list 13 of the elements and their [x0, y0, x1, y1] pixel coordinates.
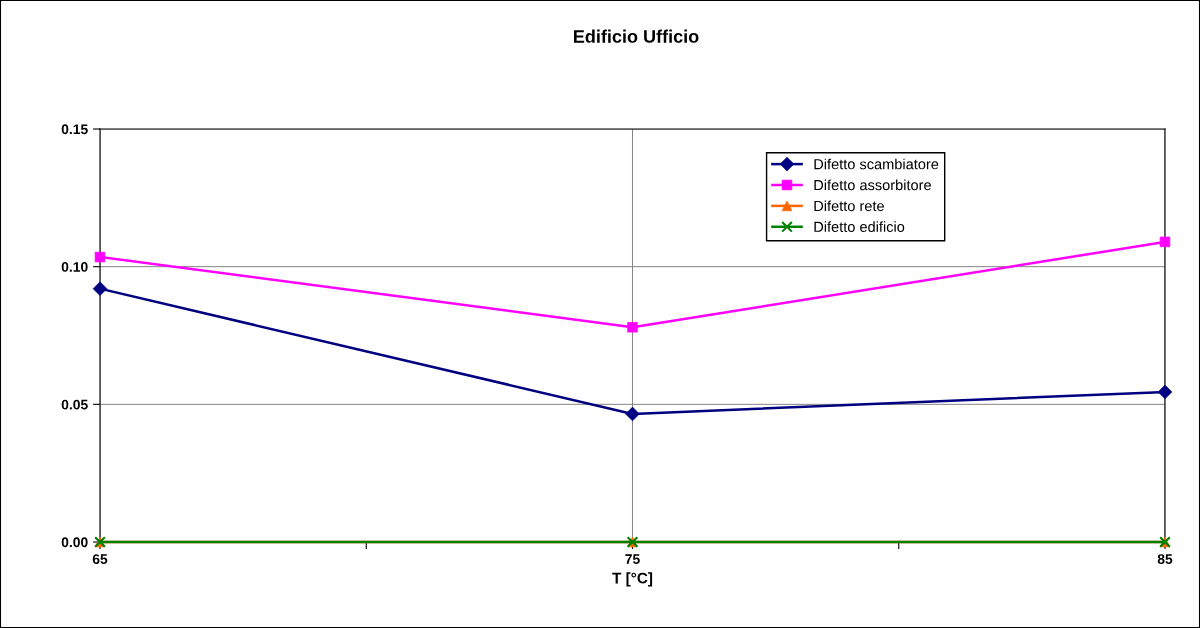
legend-label: Difetto scambiatore — [814, 158, 939, 170]
y-tick-label: 0.15 — [61, 124, 88, 135]
y-tick-label: 0.00 — [61, 537, 88, 548]
legend-label: Difetto edificio — [814, 221, 905, 233]
x-tick-label: 85 — [1157, 554, 1173, 565]
chart-title: Edificio Ufficio — [574, 29, 699, 43]
legend-label: Difetto assorbitore — [814, 179, 931, 191]
y-tick-label: 0.10 — [61, 262, 88, 272]
x-tick-label: 75 — [625, 554, 640, 565]
y-tick-label: 0.05 — [61, 399, 88, 410]
x-axis-title: T [°C] — [612, 572, 653, 587]
legend-label: Difetto rete — [814, 200, 884, 212]
x-tick-label: 65 — [92, 554, 108, 565]
